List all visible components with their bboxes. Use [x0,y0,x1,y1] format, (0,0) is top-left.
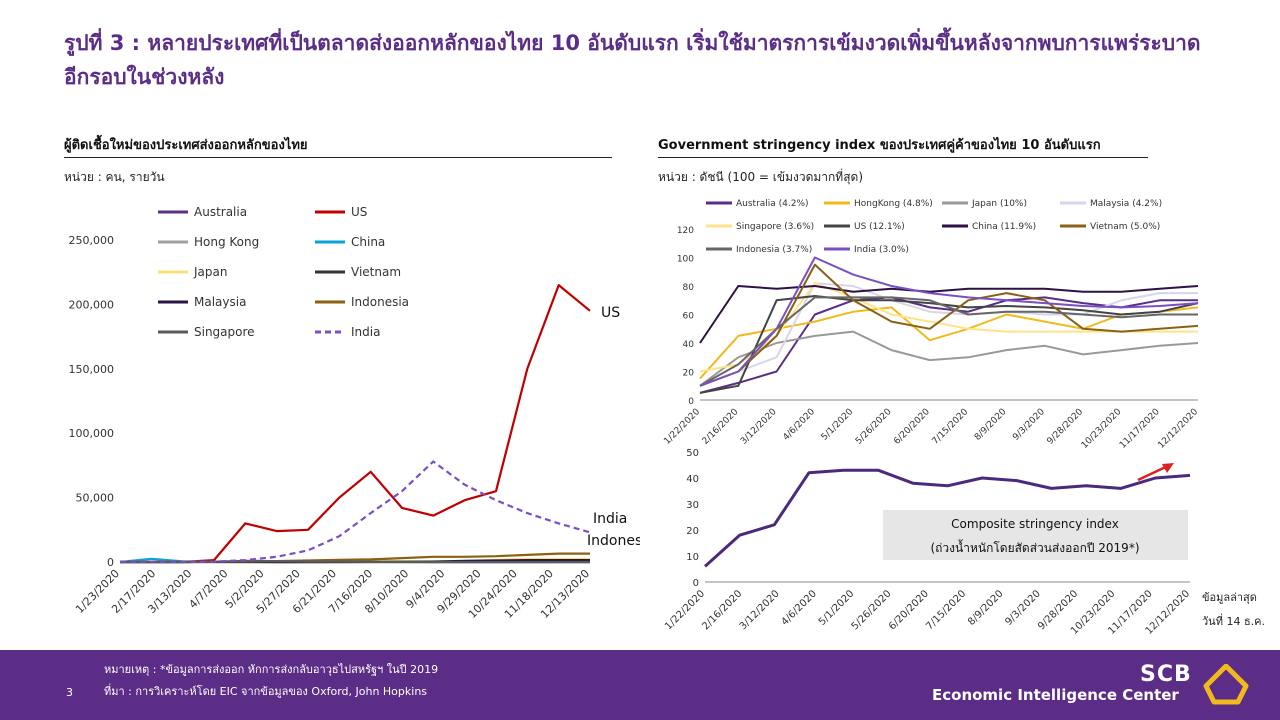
series-india [120,460,591,564]
composite-x-tick: 7/15/2020 [924,588,968,632]
footer-bar [0,650,1280,720]
legend-label-malaysia-4-2: Malaysia (4.2%) [1090,199,1162,209]
composite-note-subtitle: (ถ่วงน้ำหนักโดยสัดส่วนส่งออกปี 2019*) [930,539,1139,555]
page-number: 3 [66,686,73,699]
composite-note-box [883,510,1188,560]
legend-label-indonesia: Indonesia [351,295,409,309]
legend-label-us-12-1: US (12.1%) [854,222,905,232]
series-japan-10 [699,330,1199,387]
series-india-3-0 [699,256,1199,387]
legend-label-indonesia-3-7: Indonesia (3.7%) [736,245,812,255]
annotation-us: US [601,305,620,321]
right-chart-heading: Government stringency index ของประเทศคู่… [658,138,1101,153]
series-australia-4-2 [699,296,1198,394]
new-cases-y-tick: 200,000 [69,298,115,311]
stringency-y-tick: 80 [683,283,695,293]
left-heading-rule [64,157,612,158]
stringency-y-tick: 40 [683,340,695,350]
series-malaysia-4-2 [699,282,1198,387]
stringency-y-tick: 0 [688,397,694,407]
new-cases-y-tick: 150,000 [69,363,115,376]
legend-label-australia: Australia [194,205,247,219]
legend-label-china: China [351,235,385,249]
stringency-chart: 0204060801001201/22/20202/16/20203/12/20… [662,199,1200,450]
series-us-12-1 [699,295,1199,394]
stringency-x-tick: 9/3/2020 [1011,407,1047,443]
scb-logo-text: SCB [1140,662,1192,687]
composite-y-tick: 30 [686,500,699,511]
legend-label-china-11-9: China (11.9%) [972,222,1036,232]
stringency-x-tick: 8/9/2020 [973,407,1009,443]
composite-y-tick: 0 [693,578,699,589]
legend-label-japan-10: Japan (10%) [971,199,1027,209]
legend-label-singapore-3-6: Singapore (3.6%) [736,222,814,232]
legend-label-hongkong-4-8: HongKong (4.8%) [854,199,933,209]
legend-label-malaysia: Malaysia [194,295,246,309]
trend-arrow-head-icon [1162,463,1174,473]
new-cases-y-tick: 100,000 [69,427,115,440]
composite-x-tick: 3/12/2020 [738,588,782,632]
new-cases-y-tick: 250,000 [69,234,115,247]
composite-chart: 010203040501/22/20202/16/20203/12/20204/… [663,448,1192,637]
composite-x-tick: 8/9/2020 [966,588,1006,628]
series-china-11-9 [699,285,1199,344]
left-chart-unit: หน่วย : คน, รายวัน [64,170,165,184]
composite-y-tick: 20 [686,526,699,537]
composite-y-tick: 10 [686,552,699,563]
composite-x-tick: 5/1/2020 [817,588,857,628]
legend-label-singapore: Singapore [194,325,255,339]
latest-date-note: วันที่ 14 ธ.ค. [1202,615,1266,628]
right-heading-rule [658,157,1148,158]
footnote-source: ที่มา : การวิเคราะห์โดย EIC จากข้อมูลของ… [104,685,428,698]
composite-x-tick: 4/6/2020 [780,588,820,628]
legend-label-vietnam-5-0: Vietnam (5.0%) [1090,222,1160,232]
page-title: รูปที่ 3 : หลายประเทศที่เป็นตลาดส่งออกหล… [64,31,1201,89]
eic-logo-text: Economic Intelligence Center [932,686,1179,704]
legend-label-japan: Japan [193,265,227,279]
right-chart-unit: หน่วย : ดัชนี (100 = เข้มงวดมากที่สุด) [658,170,864,184]
annotation-india: India [593,511,627,527]
composite-y-tick: 50 [686,448,699,459]
legend-label-india: India [351,325,380,339]
footnote-remark: หมายเหตุ : *ข้อมูลการส่งออก หักการส่งกลั… [104,663,439,676]
legend-label-australia-4-2: Australia (4.2%) [736,199,809,209]
composite-note-title: Composite stringency index [951,517,1119,531]
legend-label-hong-kong: Hong Kong [194,235,259,249]
new-cases-y-tick: 0 [107,556,114,569]
legend-label-india-3-0: India (3.0%) [854,245,909,255]
new-cases-chart: 050,000100,000150,000200,000250,0001/23/… [69,205,641,621]
legend-label-us: US [351,205,367,219]
stringency-x-tick: 5/1/2020 [820,407,856,443]
series-indonesia-3-7 [699,296,1198,387]
stringency-x-tick: 4/6/2020 [781,407,817,443]
series-singapore [120,559,590,564]
stringency-y-tick: 60 [683,312,695,322]
composite-y-tick: 40 [686,474,699,485]
composite-x-tick: 9/3/2020 [1003,588,1043,628]
new-cases-y-tick: 50,000 [76,492,115,505]
scb-emblem-icon [1203,664,1249,705]
stringency-y-tick: 20 [683,369,695,379]
stringency-y-tick: 120 [677,226,694,236]
stringency-y-tick: 100 [677,255,694,265]
legend-label-vietnam: Vietnam [351,265,401,279]
left-chart-heading: ผู้ติดเชื้อใหม่ของประเทศส่งออกหลักของไทย [64,138,308,153]
annotation-indonesia: Indonesia [587,533,640,549]
series-composite-stringency-index [703,468,1191,568]
latest-data-note: ข้อมูลล่าสุด [1202,591,1257,604]
